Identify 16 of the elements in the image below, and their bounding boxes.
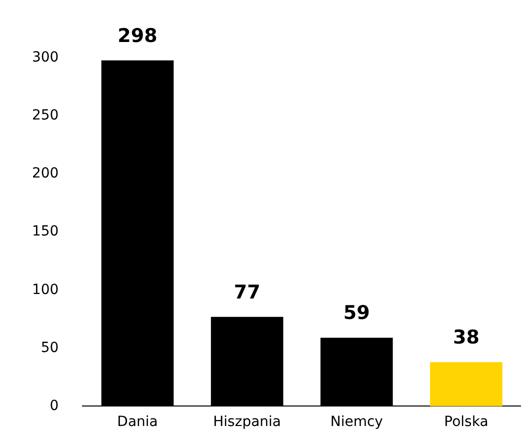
- data-label: 77: [234, 281, 260, 304]
- y-tick-label: 200: [32, 166, 59, 182]
- x-tick-label: Polska: [444, 414, 488, 430]
- data-label: 298: [118, 24, 158, 47]
- y-tick-label: 250: [32, 108, 59, 124]
- y-tick-label: 150: [32, 224, 59, 240]
- y-tick-label: 0: [50, 398, 59, 414]
- data-label: 38: [452, 326, 480, 349]
- x-tick-label: Hiszpania: [213, 414, 282, 430]
- x-tick-label: Niemcy: [330, 414, 383, 430]
- y-tick-label: 100: [32, 282, 59, 298]
- data-label: 59: [343, 302, 370, 324]
- x-tick-label: Dania: [117, 414, 158, 430]
- y-tick-label: 50: [40, 340, 59, 356]
- y-tick-label: 300: [32, 50, 59, 66]
- bar: [430, 362, 502, 406]
